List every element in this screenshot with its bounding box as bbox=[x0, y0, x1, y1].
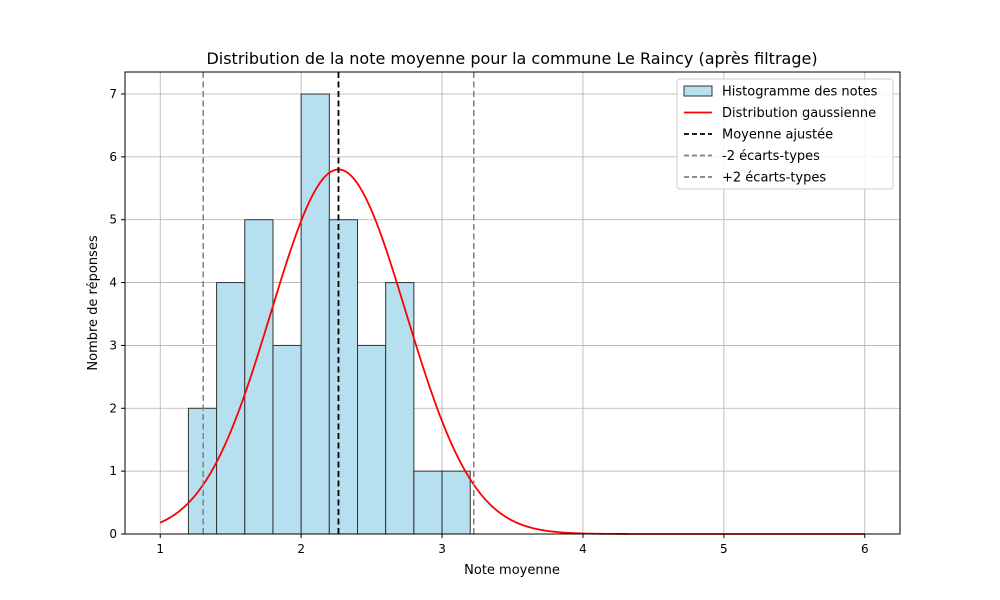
legend-swatch bbox=[683, 85, 713, 97]
x-tick-label: 4 bbox=[579, 542, 587, 556]
legend: Histogramme des notes Distribution gaussi… bbox=[676, 78, 894, 190]
legend-label: Histogramme des notes bbox=[722, 85, 878, 100]
histogram-bar bbox=[385, 282, 415, 535]
plot-frame bbox=[124, 71, 901, 535]
y-tick-label: 2 bbox=[109, 401, 117, 415]
x-tick-label: 6 bbox=[861, 542, 869, 556]
y-tick-label: 7 bbox=[109, 87, 117, 101]
x-tick-label: 2 bbox=[297, 542, 305, 556]
legend-label: -2 écarts-types bbox=[722, 149, 820, 164]
y-tick-label: 1 bbox=[109, 464, 117, 478]
y-axis-label: Nombre de réponses bbox=[86, 235, 101, 370]
y-tick-label: 4 bbox=[109, 276, 117, 290]
y-tick-label: 5 bbox=[109, 213, 117, 227]
axes: 1 2 3 4 5 6 0 1 2 3 4 5 6 7 bbox=[109, 71, 901, 556]
histogram-bar bbox=[441, 470, 471, 535]
legend-label: Moyenne ajustée bbox=[722, 128, 833, 143]
histogram-bars bbox=[187, 93, 471, 535]
legend-label: +2 écarts-types bbox=[722, 171, 826, 186]
histogram-bar bbox=[244, 219, 274, 535]
legend-box bbox=[676, 78, 894, 190]
chart-title: Distribution de la note moyenne pour la … bbox=[206, 49, 817, 68]
histogram-bar bbox=[328, 219, 358, 535]
x-axis-label: Note moyenne bbox=[464, 563, 560, 578]
x-tick-label: 1 bbox=[156, 542, 164, 556]
histogram-bar bbox=[300, 93, 330, 535]
histogram-bar bbox=[413, 470, 443, 535]
vertical-lines bbox=[202, 72, 475, 534]
y-tick-label: 3 bbox=[109, 338, 117, 352]
histogram-bar bbox=[357, 344, 387, 535]
x-tick-label: 3 bbox=[438, 542, 446, 556]
y-tick-label: 6 bbox=[109, 150, 117, 164]
y-tick-label: 0 bbox=[109, 527, 117, 541]
x-tick-label: 5 bbox=[720, 542, 728, 556]
legend-label: Distribution gaussienne bbox=[722, 106, 876, 121]
histogram-bar bbox=[272, 344, 302, 535]
